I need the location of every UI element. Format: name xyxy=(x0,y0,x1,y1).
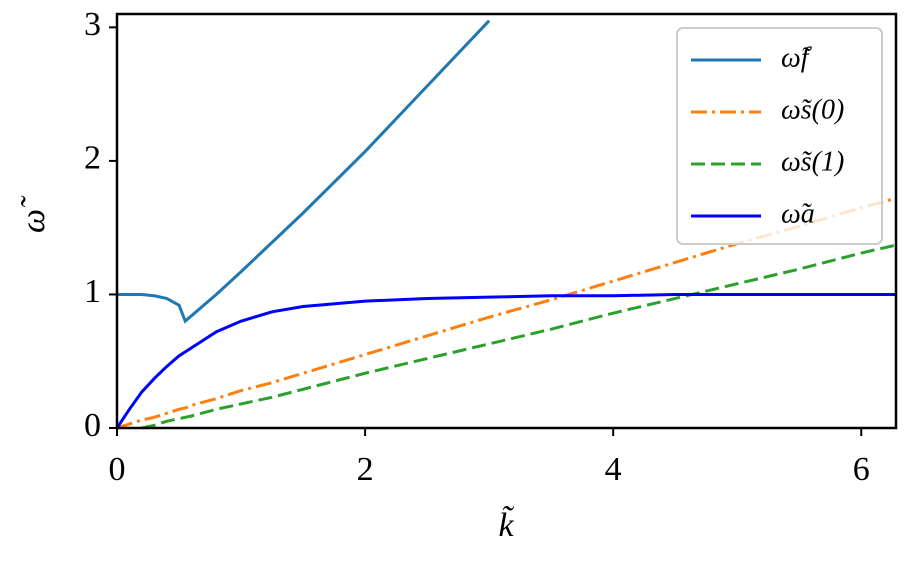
y-tick-label: 1 xyxy=(84,273,101,310)
x-tick-label: 4 xyxy=(605,451,622,488)
series-line xyxy=(117,19,491,324)
legend-label: ω̃a xyxy=(781,198,815,229)
legend-label: ω̃f xyxy=(781,42,813,73)
x-tick-label: 2 xyxy=(357,451,374,488)
series-line xyxy=(141,243,896,428)
legend-label: ω̃s(1) xyxy=(781,146,844,177)
legend: ω̃f ω̃s(0) ω̃s(1) ω̃a xyxy=(676,27,883,245)
legend-box xyxy=(676,27,883,245)
axes-frame xyxy=(115,12,898,430)
y-axis-label: ω̃ xyxy=(15,195,52,233)
series-line xyxy=(117,292,896,428)
series-line xyxy=(117,196,896,428)
x-axis-label: k̃ xyxy=(498,505,514,544)
series-layer xyxy=(117,19,896,428)
y-tick-label: 2 xyxy=(84,140,101,177)
y-tick-label: 0 xyxy=(84,407,101,444)
legend-label: ω̃s(0) xyxy=(781,94,844,125)
x-tick-label: 0 xyxy=(109,451,126,488)
x-tick-label: 6 xyxy=(853,451,870,488)
y-tick-label: 3 xyxy=(84,6,101,43)
